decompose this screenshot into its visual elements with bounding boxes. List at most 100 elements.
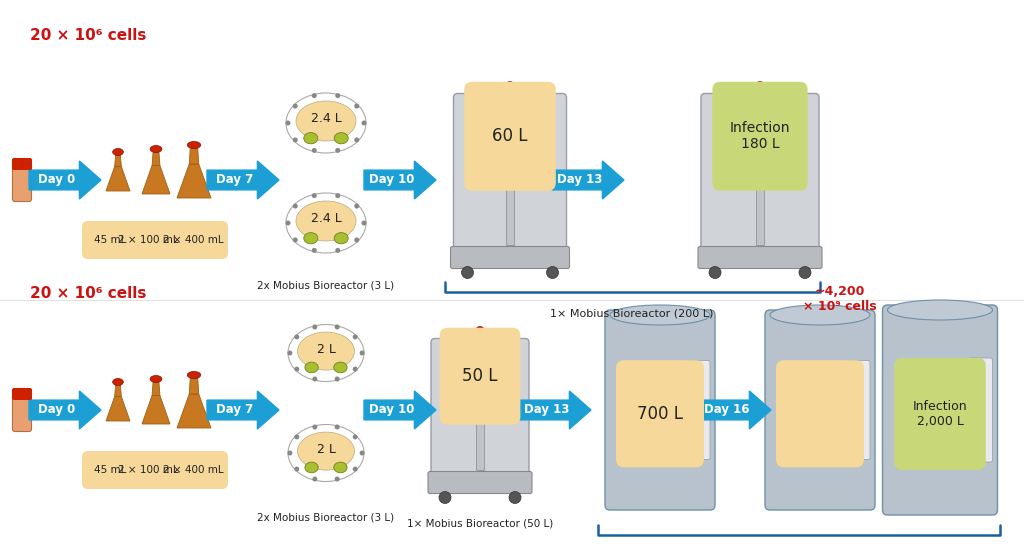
Ellipse shape <box>610 305 710 325</box>
Ellipse shape <box>151 145 162 153</box>
Circle shape <box>462 267 473 278</box>
FancyBboxPatch shape <box>158 221 228 259</box>
Ellipse shape <box>770 305 870 325</box>
Text: Day 0: Day 0 <box>38 174 75 186</box>
FancyBboxPatch shape <box>846 360 870 460</box>
Circle shape <box>293 104 298 109</box>
FancyBboxPatch shape <box>701 94 819 257</box>
Ellipse shape <box>113 149 123 155</box>
FancyBboxPatch shape <box>894 358 986 470</box>
Circle shape <box>335 325 340 329</box>
Circle shape <box>359 350 365 355</box>
Ellipse shape <box>187 142 201 149</box>
Circle shape <box>855 431 861 437</box>
Circle shape <box>695 431 701 437</box>
Polygon shape <box>106 397 130 421</box>
Polygon shape <box>29 161 101 199</box>
Ellipse shape <box>304 133 317 144</box>
Polygon shape <box>177 394 211 428</box>
FancyBboxPatch shape <box>431 338 529 482</box>
Text: Day 7: Day 7 <box>216 403 253 417</box>
Ellipse shape <box>296 101 356 141</box>
Circle shape <box>294 434 299 439</box>
Text: Infection
180 L: Infection 180 L <box>730 121 791 152</box>
Polygon shape <box>207 391 279 429</box>
FancyBboxPatch shape <box>12 388 32 400</box>
Bar <box>756 105 764 245</box>
Ellipse shape <box>187 371 201 379</box>
FancyBboxPatch shape <box>776 360 864 467</box>
Polygon shape <box>142 396 170 424</box>
Circle shape <box>311 93 316 98</box>
Circle shape <box>978 407 983 413</box>
Text: 2 × 400 mL: 2 × 400 mL <box>163 235 223 245</box>
FancyBboxPatch shape <box>158 451 228 489</box>
Ellipse shape <box>334 362 347 373</box>
Circle shape <box>799 267 811 278</box>
FancyBboxPatch shape <box>464 82 556 191</box>
Text: 1× Mobius Bioreactor (200 L): 1× Mobius Bioreactor (200 L) <box>550 308 714 318</box>
FancyBboxPatch shape <box>82 451 138 489</box>
FancyBboxPatch shape <box>765 310 874 510</box>
Circle shape <box>695 383 701 389</box>
Polygon shape <box>364 161 436 199</box>
Circle shape <box>335 376 340 381</box>
Circle shape <box>709 267 721 278</box>
Circle shape <box>509 491 521 504</box>
Circle shape <box>335 193 340 198</box>
FancyBboxPatch shape <box>113 221 183 259</box>
Circle shape <box>978 382 983 388</box>
Text: 2x Mobius Bioreactor (3 L): 2x Mobius Bioreactor (3 L) <box>257 513 394 523</box>
Text: Infection
2,000 L: Infection 2,000 L <box>912 400 968 428</box>
Circle shape <box>294 467 299 472</box>
Circle shape <box>311 148 316 153</box>
Bar <box>476 350 484 469</box>
Text: Day 0: Day 0 <box>38 403 75 417</box>
Text: 2 × 400 mL: 2 × 400 mL <box>163 465 223 475</box>
Polygon shape <box>115 155 122 166</box>
Text: Day 10: Day 10 <box>369 174 414 186</box>
Circle shape <box>293 203 298 209</box>
Text: 2x Mobius Bioreactor (3 L): 2x Mobius Bioreactor (3 L) <box>257 280 394 290</box>
Polygon shape <box>142 165 170 194</box>
Circle shape <box>311 248 316 253</box>
Circle shape <box>312 477 317 482</box>
Ellipse shape <box>334 133 348 144</box>
FancyBboxPatch shape <box>698 246 822 268</box>
Circle shape <box>294 366 299 371</box>
Text: 45 mL: 45 mL <box>94 465 126 475</box>
Circle shape <box>286 121 291 126</box>
Ellipse shape <box>334 233 348 244</box>
Circle shape <box>293 237 298 242</box>
FancyBboxPatch shape <box>883 305 997 515</box>
Circle shape <box>352 334 357 339</box>
Text: Day 10: Day 10 <box>369 403 414 417</box>
Polygon shape <box>177 164 211 198</box>
Polygon shape <box>189 148 199 164</box>
Circle shape <box>361 220 367 225</box>
Circle shape <box>855 407 861 413</box>
Ellipse shape <box>754 82 766 98</box>
Circle shape <box>293 137 298 142</box>
Text: 2 × 100 mL: 2 × 100 mL <box>118 235 178 245</box>
Circle shape <box>312 325 317 329</box>
Circle shape <box>286 220 291 225</box>
Ellipse shape <box>151 375 162 382</box>
Text: Day 13: Day 13 <box>557 174 602 186</box>
FancyBboxPatch shape <box>605 310 715 510</box>
Circle shape <box>335 148 340 153</box>
Circle shape <box>312 424 317 429</box>
FancyBboxPatch shape <box>439 328 520 425</box>
Ellipse shape <box>304 233 317 244</box>
Text: Day 16: Day 16 <box>703 403 750 417</box>
FancyBboxPatch shape <box>616 360 705 467</box>
Ellipse shape <box>296 201 356 241</box>
Circle shape <box>288 451 293 456</box>
Text: 2.4 L: 2.4 L <box>310 112 341 126</box>
Ellipse shape <box>298 332 354 370</box>
FancyBboxPatch shape <box>12 388 32 431</box>
FancyBboxPatch shape <box>428 472 532 494</box>
Text: 45 mL: 45 mL <box>94 235 126 245</box>
Circle shape <box>288 350 293 355</box>
Ellipse shape <box>334 462 347 473</box>
